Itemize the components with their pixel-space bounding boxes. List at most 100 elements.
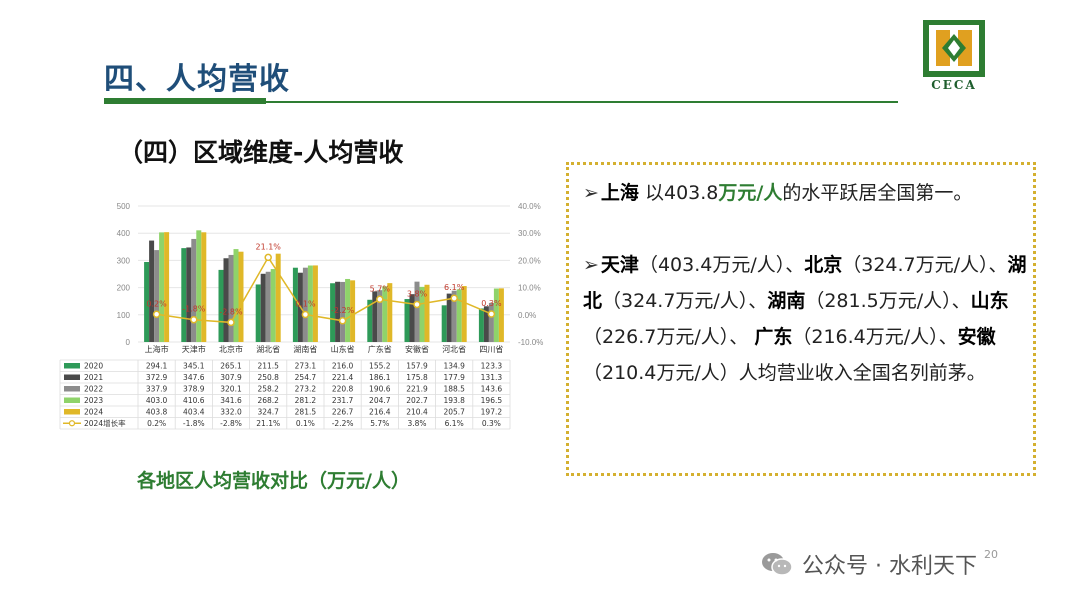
summary-box: ➢ 上海 以403.8万元/人的水平跃居全国第一。 ➢ 天津（403.4万元/人）、… bbox=[566, 162, 1036, 476]
table-cell: 226.7 bbox=[332, 408, 354, 417]
legend-swatch-2024 bbox=[64, 409, 80, 415]
summary-paragraph-1: ➢ 上海 以403.8万元/人的水平跃居全国第一。 bbox=[583, 175, 1023, 211]
bar-2023 bbox=[233, 249, 239, 342]
table-cell: 205.7 bbox=[443, 408, 465, 417]
bar-2020 bbox=[181, 248, 187, 342]
table-cell: 202.7 bbox=[406, 396, 428, 405]
bar-2024 bbox=[498, 288, 504, 342]
table-cell: 193.8 bbox=[443, 396, 465, 405]
growth-point bbox=[190, 315, 198, 324]
x-tick-label: 安徽省 bbox=[405, 344, 429, 354]
region-name: 北京 bbox=[804, 254, 843, 276]
page-title: 四、人均营收 bbox=[104, 62, 290, 97]
table-cell: 403.8 bbox=[146, 408, 168, 417]
bar-2023 bbox=[493, 288, 499, 342]
y-left-tick-label: 100 bbox=[117, 311, 131, 320]
table-cell: 216.0 bbox=[332, 362, 354, 371]
table-cell: 186.1 bbox=[369, 373, 391, 382]
table-cell: 196.5 bbox=[481, 396, 503, 405]
bar-2023 bbox=[382, 286, 388, 342]
y-left-tick-label: 500 bbox=[117, 202, 131, 211]
x-tick-label: 河北省 bbox=[442, 344, 466, 354]
table-cell: 134.9 bbox=[443, 362, 465, 371]
top-value: 以403.8 bbox=[638, 182, 719, 204]
bar-2021 bbox=[446, 293, 452, 342]
bar-2022 bbox=[414, 281, 420, 342]
bar-2022 bbox=[451, 290, 457, 342]
title-underline-thin bbox=[266, 101, 898, 103]
table-cell: 197.2 bbox=[481, 408, 503, 417]
bar-2021 bbox=[483, 306, 489, 342]
x-tick-label: 上海市 bbox=[145, 344, 169, 354]
x-tick-label: 广东省 bbox=[368, 344, 392, 354]
table-cell: 5.7% bbox=[370, 419, 389, 428]
bar-2024 bbox=[387, 283, 393, 342]
bar-2024 bbox=[350, 280, 356, 342]
arrow-bullet-icon: ➢ bbox=[583, 182, 599, 204]
legend-swatch-2023 bbox=[64, 397, 80, 403]
table-cell: 372.9 bbox=[146, 373, 168, 382]
region-value: （403.4万元/人）、 bbox=[638, 254, 805, 276]
wechat-icon bbox=[762, 553, 793, 576]
table-cell: 320.1 bbox=[220, 385, 242, 394]
bar-2024 bbox=[312, 265, 318, 342]
table-cell: 143.6 bbox=[481, 385, 503, 394]
y-right-tick-label: 30.0% bbox=[518, 229, 541, 238]
bar-2022 bbox=[228, 254, 234, 342]
table-cell: 3.8% bbox=[407, 419, 426, 428]
logo-text: CECA bbox=[931, 78, 977, 92]
bar-2024 bbox=[275, 253, 281, 342]
bar-2021 bbox=[335, 281, 341, 342]
growth-point-label: -1.8% bbox=[182, 305, 206, 314]
legend-label: 2024增长率 bbox=[84, 418, 126, 428]
growth-point-label: 5.7% bbox=[370, 284, 391, 293]
ceca-logo-icon bbox=[923, 20, 985, 77]
bar-2020 bbox=[255, 284, 261, 342]
growth-point bbox=[376, 295, 384, 304]
bar-2023 bbox=[196, 230, 202, 342]
bar-2021 bbox=[223, 258, 229, 342]
bar-2020 bbox=[292, 267, 298, 342]
bar-2024 bbox=[164, 232, 170, 342]
growth-point-label: 0.2% bbox=[146, 299, 167, 308]
growth-point-label: -2.2% bbox=[331, 306, 355, 315]
y-right-tick-label: 0.0% bbox=[518, 311, 536, 320]
table-cell: 231.7 bbox=[332, 396, 354, 405]
watermark: 公众号 · 水利天下 20 bbox=[760, 548, 998, 580]
legend-label: 2023 bbox=[84, 396, 103, 405]
region-name: 广东 bbox=[754, 326, 793, 348]
table-cell: 188.5 bbox=[443, 385, 465, 394]
bar-2023 bbox=[307, 265, 313, 342]
region-value: （210.4万元/人） bbox=[583, 362, 739, 384]
region-value: （226.7万元/人）、 bbox=[583, 326, 755, 348]
bar-2023 bbox=[345, 278, 351, 342]
growth-point-label: 3.8% bbox=[407, 289, 428, 298]
bar-2022 bbox=[191, 238, 197, 342]
table-cell: 341.6 bbox=[220, 396, 242, 405]
table-cell: 307.9 bbox=[220, 373, 242, 382]
table-cell: 332.0 bbox=[220, 408, 242, 417]
table-cell: 221.4 bbox=[332, 373, 354, 382]
bar-2024 bbox=[238, 251, 244, 342]
region-name: 湖北 bbox=[583, 254, 1027, 312]
bar-2021 bbox=[372, 291, 378, 342]
table-cell: 175.8 bbox=[406, 373, 428, 382]
top-unit: 万元/人 bbox=[718, 182, 783, 204]
growth-point bbox=[487, 310, 496, 318]
table-cell: 347.6 bbox=[183, 373, 205, 382]
chart-caption: 各地区人均营收对比（万元/人） bbox=[137, 470, 410, 492]
table-cell: 220.8 bbox=[332, 385, 354, 394]
bar-2021 bbox=[260, 273, 266, 342]
growth-point bbox=[338, 317, 347, 325]
growth-point bbox=[264, 253, 272, 262]
table-cell: 6.1% bbox=[445, 419, 464, 428]
x-tick-label: 天津市 bbox=[182, 344, 206, 354]
per-capita-revenue-chart: 0 100 200 300 400 500 -10.0% 0.0% 10.0% 20.0% 30.0… bbox=[59, 202, 543, 430]
x-tick-label: 湖北省 bbox=[256, 344, 280, 354]
bar-2020 bbox=[441, 305, 447, 342]
summary-paragraph-2: ➢ 天津（403.4万元/人）、北京（324.7万元/人）、湖北（324.7万元/… bbox=[583, 247, 1029, 391]
bar-2021 bbox=[409, 294, 415, 342]
bar-2021 bbox=[186, 247, 192, 342]
bar-2020 bbox=[367, 299, 373, 342]
growth-point bbox=[152, 310, 161, 319]
